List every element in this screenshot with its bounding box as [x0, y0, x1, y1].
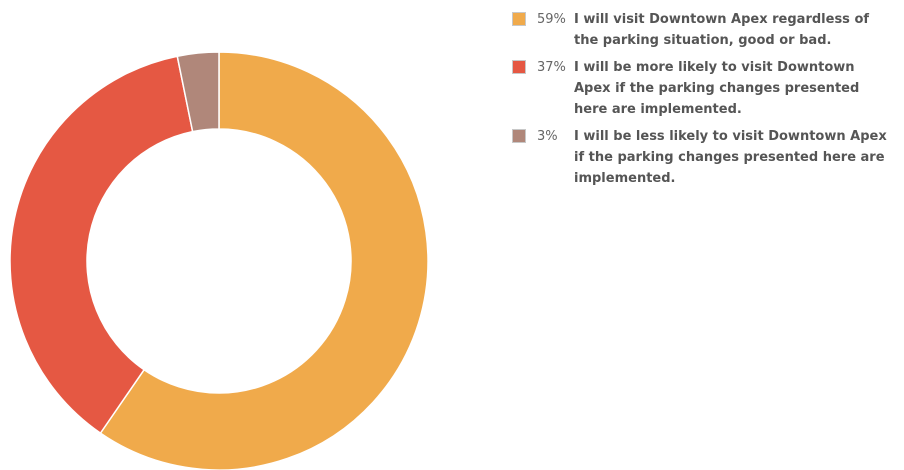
legend-label-2: I will be less likely to visit Downtown … [574, 129, 887, 186]
legend-item-0[interactable]: 59% I will visit Downtown Apex regardles… [512, 9, 900, 51]
legend: 59% I will visit Downtown Apex regardles… [512, 9, 900, 195]
legend-percent-0: 59% [537, 12, 566, 27]
legend-label-0: I will visit Downtown Apex regardless of… [574, 12, 870, 48]
legend-swatch-2 [512, 129, 526, 143]
legend-item-2[interactable]: 3% I will be less likely to visit Downto… [512, 126, 900, 189]
legend-swatch-0 [512, 12, 526, 26]
legend-swatch-1 [512, 60, 526, 74]
donut-chart [9, 51, 429, 470]
legend-percent-1: 37% [537, 60, 566, 75]
donut-slice-1[interactable] [9, 55, 194, 435]
legend-item-1[interactable]: 37% I will be more likely to visit Downt… [512, 57, 900, 120]
donut-slice-0[interactable] [99, 51, 429, 470]
legend-label-1: I will be more likely to visit Downtown … [574, 60, 860, 117]
legend-percent-2: 3% [537, 129, 558, 144]
donut-slice-2[interactable] [176, 51, 220, 133]
